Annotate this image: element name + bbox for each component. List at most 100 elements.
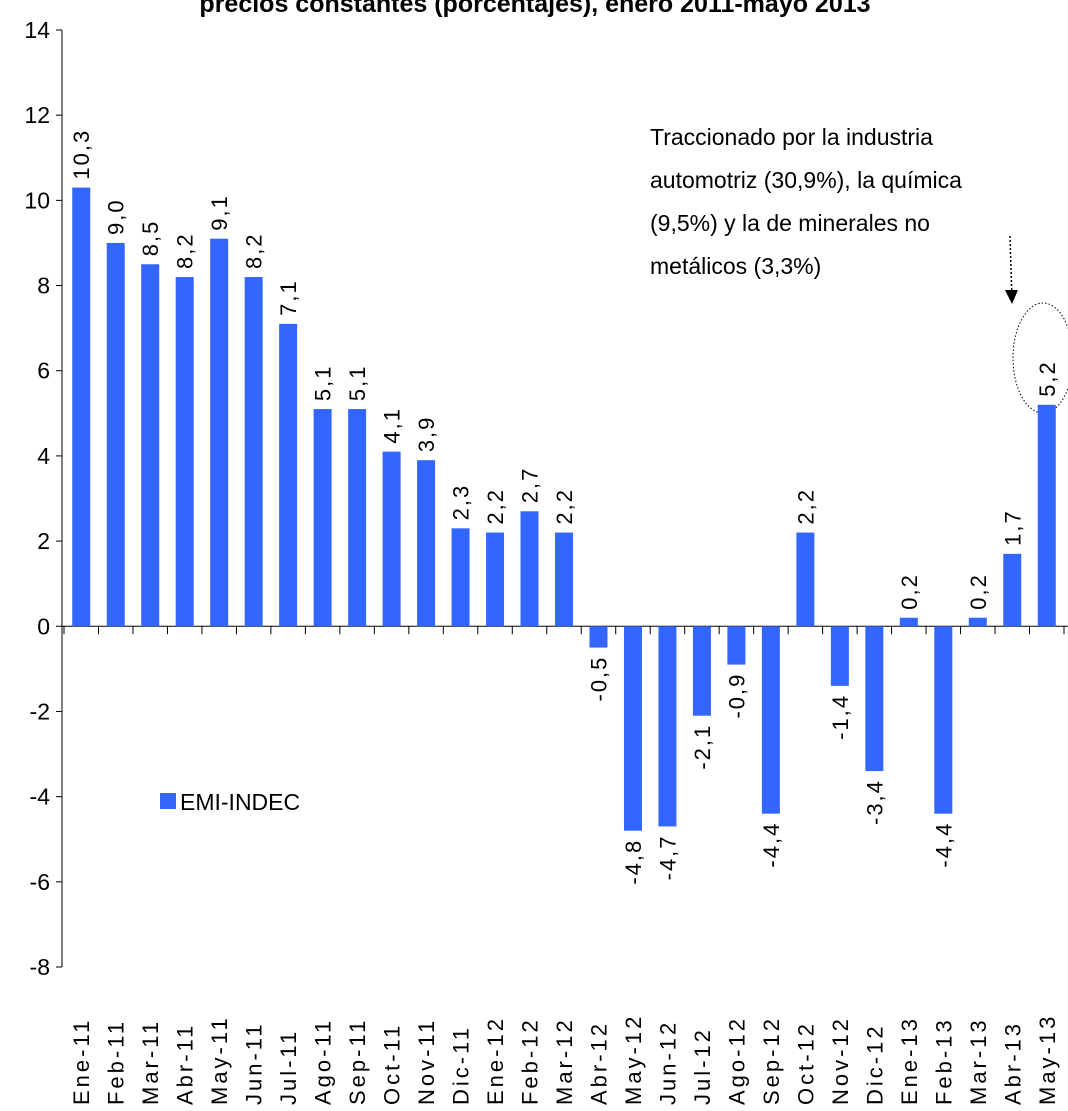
- bar: [899, 617, 918, 627]
- x-tick-label: Dic-12: [862, 1023, 887, 1105]
- value-label: 7,1: [276, 279, 301, 316]
- value-label: 4,1: [380, 407, 405, 444]
- x-tick-label: May-11: [207, 1015, 232, 1105]
- x-tick-label: Mar-12: [552, 1017, 577, 1105]
- value-label: -4,7: [655, 834, 680, 880]
- chart-title: precios constantes (porcentajes), enero …: [199, 0, 870, 18]
- value-label: 2,2: [552, 488, 577, 525]
- bar: [830, 626, 849, 686]
- bar: [279, 323, 298, 627]
- bar: [520, 511, 539, 627]
- x-tick-label: Abr-11: [173, 1023, 198, 1105]
- bar: [106, 242, 125, 627]
- x-tick-label: Mar-11: [138, 1019, 163, 1105]
- value-label: 5,1: [345, 364, 370, 401]
- value-label: -0,9: [724, 673, 749, 719]
- x-tick-label: Ago-11: [311, 1018, 336, 1105]
- value-label: 9,0: [104, 198, 129, 235]
- bar: [555, 532, 573, 627]
- legend-label: EMI-INDEC: [180, 789, 300, 815]
- bar: [658, 626, 677, 827]
- x-tick-label: Feb-11: [104, 1019, 129, 1105]
- x-tick-label: Ene-13: [897, 1016, 922, 1105]
- x-tick-label: Abr-12: [586, 1021, 611, 1105]
- value-label: 5,1: [311, 364, 336, 401]
- annotation-arrow: [1009, 235, 1013, 301]
- value-label: 2,2: [793, 488, 818, 525]
- value-label: 8,5: [138, 220, 163, 257]
- x-tick-label: Nov-12: [828, 1016, 853, 1105]
- x-tick-label: Jun-11: [242, 1021, 267, 1105]
- value-label: 8,2: [173, 232, 198, 269]
- value-label: -2,1: [690, 724, 715, 770]
- value-label: 0,2: [897, 573, 922, 610]
- x-tick-label: Jul-12: [690, 1027, 715, 1105]
- bar: [796, 532, 815, 627]
- x-tick-label: Ene-11: [69, 1018, 94, 1105]
- y-tick-label: 8: [37, 273, 50, 299]
- x-tick-label: Sep-12: [759, 1016, 784, 1105]
- value-label: 8,2: [242, 232, 267, 269]
- bar: [72, 187, 91, 627]
- x-tick-label: Jun-12: [655, 1020, 680, 1105]
- bar: [141, 264, 160, 627]
- legend-swatch: [160, 793, 176, 809]
- highlight-ellipse: [1012, 302, 1068, 414]
- value-label: 2,7: [518, 467, 543, 504]
- y-tick-label: 14: [24, 17, 50, 43]
- value-label: 10,3: [69, 129, 94, 180]
- value-label: 1,7: [1000, 509, 1025, 546]
- y-tick-label: 4: [37, 443, 50, 469]
- x-tick-label: Dic-11: [449, 1025, 474, 1105]
- x-tick-label: Ene-12: [483, 1016, 508, 1105]
- bar: [761, 626, 780, 814]
- bar: [382, 451, 401, 627]
- bar: [417, 460, 436, 627]
- x-tick-label: Ago-12: [724, 1016, 749, 1105]
- x-tick-label: Oct-12: [793, 1021, 818, 1105]
- bar: [210, 238, 229, 627]
- annotation: metálicos (3,3%): [650, 253, 821, 279]
- x-tick-label: Feb-13: [931, 1017, 956, 1105]
- value-label: -1,4: [828, 694, 853, 740]
- x-tick-label: Sep-11: [345, 1018, 370, 1105]
- y-tick-label: 0: [37, 613, 50, 639]
- x-tick-label: May-12: [621, 1014, 646, 1105]
- value-label: -4,8: [621, 839, 646, 885]
- bar: [968, 617, 987, 627]
- bar: [865, 626, 884, 772]
- y-tick-label: -4: [30, 784, 51, 810]
- bar: [486, 532, 505, 627]
- x-tick-label: Oct-11: [380, 1023, 405, 1105]
- value-label: 0,2: [966, 573, 991, 610]
- value-label: 9,1: [207, 194, 232, 231]
- x-tick-label: Mar-13: [966, 1017, 991, 1105]
- y-tick-label: 6: [37, 358, 50, 384]
- x-tick-label: Abr-13: [1000, 1021, 1025, 1105]
- y-tick-label: 10: [24, 187, 50, 213]
- bar: [348, 409, 367, 627]
- bar: [451, 528, 470, 627]
- value-label: -0,5: [586, 656, 611, 702]
- bar: [727, 626, 746, 665]
- annotation: Traccionado por la industria: [650, 124, 933, 150]
- annotation: (9,5%) y la de minerales no: [650, 210, 930, 236]
- x-tick-label: Feb-12: [518, 1017, 543, 1105]
- y-tick-label: -8: [30, 954, 50, 980]
- bar: [934, 626, 953, 814]
- bar: [692, 626, 711, 716]
- value-label: -4,4: [931, 822, 956, 868]
- bar: [175, 277, 194, 627]
- value-label: -3,4: [862, 779, 887, 825]
- bar: [623, 626, 642, 831]
- x-tick-label: Nov-11: [414, 1018, 439, 1105]
- value-label: -4,4: [759, 822, 784, 868]
- value-label: 2,3: [449, 484, 474, 521]
- y-tick-label: -2: [30, 698, 50, 724]
- bar: [1037, 404, 1056, 627]
- bar: [244, 277, 263, 627]
- bar: [313, 409, 332, 627]
- y-tick-label: -6: [30, 869, 50, 895]
- annotation: automotriz (30,9%), la química: [650, 167, 962, 193]
